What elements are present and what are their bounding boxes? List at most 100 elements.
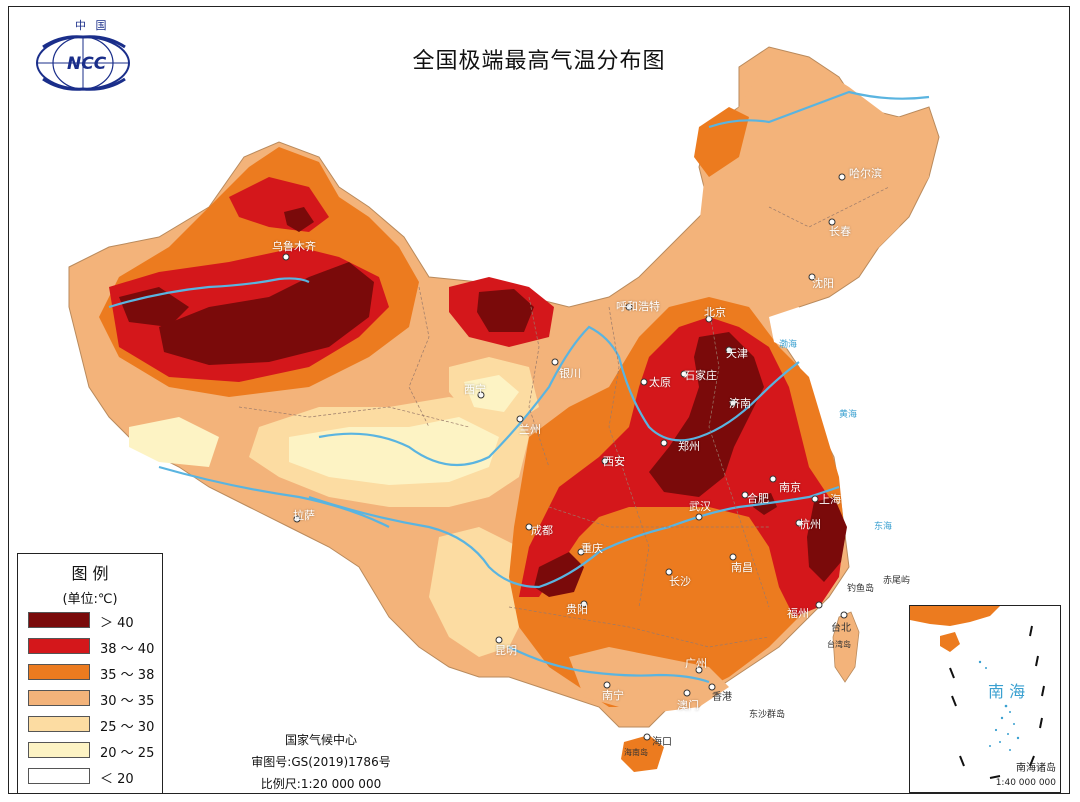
heilongjiang-river [708,90,930,129]
island-label-diaoyu: 钓鱼岛 [847,584,875,594]
island-label-taiwan: 台湾岛 [827,640,851,649]
region-gt40-tarim [119,287,189,327]
legend-label: 35 ～ 38 [100,668,155,683]
region-gt40-zhejiang [807,497,847,582]
city-label-shanghai: 上海 [819,493,841,506]
city-label-nanjing: 南京 [779,481,801,494]
legend-item: ＜ 20 [28,768,154,787]
region-gt40-alxa [477,289,534,332]
city-label-changsha: 长沙 [669,575,691,588]
yarlung-river [158,465,390,528]
island-label-dongsha: 东沙群岛 [749,710,786,720]
city-label-wuhan: 武汉 [689,500,711,513]
city-label-shijiazhuang: 石家庄 [684,369,717,382]
city-label-haikou: 海口 [652,737,672,748]
region-gt40-turpan [159,262,374,365]
city-label-tianjin: 天津 [726,347,748,360]
city-label-hefei: 合肥 [747,492,769,505]
city-label-chengdu: 成都 [531,524,553,537]
city-label-taiyuan: 太原 [649,376,671,389]
legend-item: 35 ～ 38 [28,664,155,683]
city-label-guiyang: 贵阳 [566,603,588,616]
inset-map [910,606,1045,779]
ncc-logo-text: 中 国 [75,19,110,32]
city-label-lanzhou: 兰州 [519,423,541,436]
city-label-guangzhou: 广州 [685,657,707,670]
city-label-hohhot: 呼和浩特 [616,300,660,313]
legend-label: 30 ～ 35 [100,694,155,709]
legend-item: ＞ 40 [28,612,154,631]
legend-swatch [28,690,90,706]
city-markers [282,173,848,741]
legend-swatch [28,612,90,628]
province-borders [238,186,890,648]
legend-item: 20 ～ 25 [28,742,155,761]
legend-label: 25 ～ 30 [100,720,155,735]
city-label-xining: 西宁 [464,383,486,396]
city-label-urumqi: 乌鲁木齐 [272,240,316,253]
city-label-xian: 西安 [603,455,625,468]
city-label-taibei: 台北 [831,623,851,634]
city-label-nanchang: 南昌 [731,561,753,574]
city-label-fuzhou: 福州 [787,607,809,620]
ncc-logo-emblem: NCC [36,35,130,91]
tarim-river [108,277,310,309]
map-frame: NCC 中 国 全国极端最高气温分布图 [8,6,1070,794]
map-credits: 国家气候中心 审图号:GS(2019)1786号 比例尺:1:20 000 00… [241,729,401,793]
region-gt40-north-china [649,332,764,497]
china-temperature-map [68,46,940,772]
city-label-yinchuan: 银川 [559,367,581,380]
nine-dash-line [949,625,1045,779]
city-label-nanning: 南宁 [602,689,624,702]
city-label-jinan: 济南 [729,397,751,410]
legend-unit: (单位:℃) [62,592,118,607]
island-label-hainan: 海南岛 [624,748,648,757]
pearl-river [508,646,710,684]
south-sea-islands [978,660,1020,751]
city-label-zhengzhou: 郑州 [678,440,700,453]
map-title: 全国极端最高气温分布图 [412,49,666,74]
legend-swatch [28,768,90,784]
city-label-changchun: 长春 [829,225,851,238]
city-label-aomen: 澳门 [677,699,699,712]
sea-label-bohai: 渤海 [779,340,798,350]
legend-swatch [28,638,90,654]
region-35-38-hainan [621,735,664,772]
city-label-hangzhou: 杭州 [799,518,821,531]
legend-label: ＞ 40 [100,616,134,631]
legend-swatch [28,664,90,680]
legend-label: 20 ～ 25 [100,746,155,761]
south-china-sea-inset: 南 海 南海诸岛 1:40 000 000 [909,605,1061,793]
credit-approval: 审图号:GS(2019)1786号 [251,755,391,769]
yangtze-river [308,485,840,589]
inset-scale: 1:40 000 000 [995,778,1056,788]
bohai-sea [769,307,809,352]
ncc-logo: NCC 中 国 [31,17,151,97]
legend-swatch [28,716,90,732]
legend-item: 25 ～ 30 [28,716,155,735]
inset-title: 南 海 [988,682,1026,701]
credit-scale: 比例尺:1:20 000 000 [260,777,382,791]
region-gt40-chongqing [534,552,584,597]
city-label-lhasa: 拉萨 [293,509,315,522]
yellow-river [318,325,800,467]
city-label-beijing: 北京 [704,306,726,319]
legend-label: ＜ 20 [100,772,134,787]
credit-org: 国家气候中心 [284,733,357,747]
sea-label-huanghai: 黄海 [839,410,858,420]
city-label-chongqing: 重庆 [581,542,603,555]
region-30-35-northeast [699,57,929,297]
sea-label-donghai: 东海 [874,522,893,532]
legend-item: 38 ～ 40 [28,638,154,657]
city-label-harbin: 哈尔滨 [849,167,882,180]
region-25-30-yunnan [429,527,529,657]
rivers [108,90,930,684]
city-label-xianggang: 香港 [712,692,732,703]
region-35-38-daxinganling [694,107,749,177]
city-label-kunming: 昆明 [495,644,517,657]
island-label-chiwei: 赤尾屿 [883,576,911,586]
inset-caption: 南海诸岛 [1016,763,1056,774]
city-label-shenyang: 沈阳 [812,277,834,290]
region-gt40-north-xj [284,207,314,232]
legend: 图 例 (单位:℃) ＞ 40 38 ～ 40 35 ～ 38 30 ～ 35 … [17,553,163,793]
